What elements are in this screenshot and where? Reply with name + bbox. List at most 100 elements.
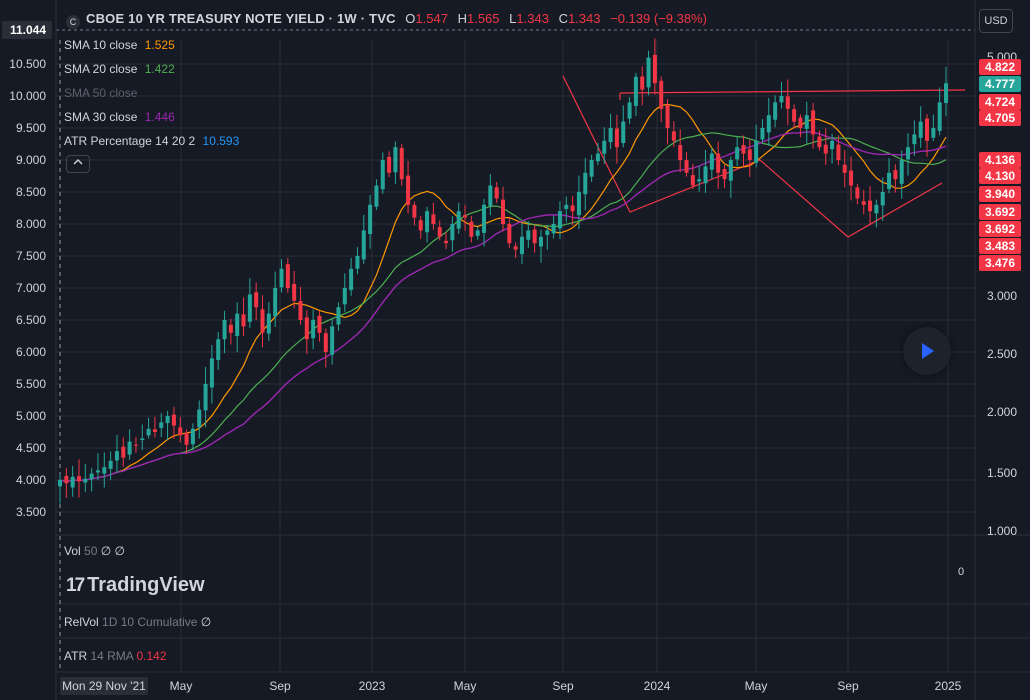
candle-body <box>659 80 664 109</box>
candle-body <box>766 115 771 133</box>
candle-body <box>684 160 689 173</box>
candle-body <box>469 221 474 237</box>
candle-body <box>912 134 917 145</box>
candle-body <box>830 140 835 150</box>
candle-body <box>336 307 341 325</box>
candle-body <box>361 230 366 260</box>
candle-body <box>406 175 411 205</box>
candle-body <box>102 467 107 474</box>
legend-item-2[interactable]: SMA 50 close <box>64 86 137 100</box>
candle-body <box>184 432 189 445</box>
watermark-text: TradingView <box>87 574 205 596</box>
candle-body <box>804 115 809 129</box>
candle-body <box>146 428 151 436</box>
candle-body <box>178 427 183 436</box>
candle-body <box>785 96 790 109</box>
legend-item-4[interactable]: ATR Percentage 14 20 2 10.593 <box>64 134 239 148</box>
candle-body <box>513 246 518 250</box>
candle-body <box>76 476 81 482</box>
left-axis-tick: 9.000 <box>16 153 46 167</box>
candle-body <box>811 110 816 135</box>
candle-body <box>165 416 170 424</box>
candle-body <box>330 326 335 355</box>
relvol-pane-label[interactable]: RelVol 1D 10 Cumulative ∅ <box>64 615 211 629</box>
candle-body <box>431 214 436 224</box>
price-label: 4.777 <box>985 77 1015 91</box>
atr-pane-label[interactable]: ATR 14 RMA 0.142 <box>64 649 167 663</box>
candle-body <box>444 240 449 244</box>
symbol-title[interactable]: CBOE 10 YR TREASURY NOTE YIELD · 1W · TV… <box>86 11 396 26</box>
candle-body <box>501 199 505 224</box>
candle-body <box>570 205 575 212</box>
candle-body <box>792 109 797 122</box>
candle-body <box>83 478 88 483</box>
collapse-legend-button[interactable] <box>66 155 90 173</box>
legend-item-0[interactable]: SMA 10 close 1.525 <box>64 38 175 52</box>
legend-name: SMA 20 close <box>64 62 138 76</box>
candle-body <box>899 160 904 184</box>
vol-label: Vol <box>64 544 81 558</box>
symbol-header[interactable]: C CBOE 10 YR TREASURY NOTE YIELD · 1W · T… <box>66 11 707 29</box>
x-axis-label: Sep <box>552 679 574 693</box>
relvol-params: 1D 10 Cumulative <box>102 615 198 629</box>
candle-body <box>140 438 145 441</box>
candle-body <box>70 476 75 488</box>
close-label: C <box>558 11 568 26</box>
candle-body <box>425 211 430 233</box>
candle-body <box>323 333 328 352</box>
chevron-up-icon <box>73 159 83 165</box>
candle-body <box>823 144 828 154</box>
open-label: O <box>405 11 416 26</box>
candle-body <box>317 315 322 333</box>
price-label: 4.130 <box>985 169 1015 183</box>
candle-body <box>228 324 233 333</box>
price-label: 3.476 <box>985 256 1015 270</box>
atr-params: 14 RMA <box>90 649 134 663</box>
candle-body <box>728 160 733 181</box>
candle-body <box>697 179 702 182</box>
candle-body <box>576 192 581 216</box>
right-axis-tick: 2.500 <box>987 347 1017 361</box>
left-axis-tick: 10.000 <box>9 89 46 103</box>
open-value: 1.547 <box>415 11 448 26</box>
price-label-bg <box>979 59 1021 75</box>
currency-button[interactable]: USD <box>979 9 1013 33</box>
candle-body <box>235 313 240 337</box>
legend-item-3[interactable]: SMA 30 close 1.446 <box>64 110 175 124</box>
price-label-bg <box>979 110 1021 126</box>
left-axis-tick: 8.500 <box>16 185 46 199</box>
candle-body <box>545 230 550 235</box>
legend-name: SMA 30 close <box>64 110 138 124</box>
candle-body <box>798 117 803 128</box>
candle-body <box>222 320 227 340</box>
left-axis-tick: 7.500 <box>16 249 46 263</box>
atr-label: ATR <box>64 649 88 663</box>
candle-body <box>247 294 252 322</box>
left-axis-tick: 4.500 <box>16 441 46 455</box>
legend-name: SMA 50 close <box>64 86 138 100</box>
candle-body <box>583 172 588 195</box>
legend-item-1[interactable]: SMA 20 close 1.422 <box>64 62 175 76</box>
right-axis-tick: 1.500 <box>987 466 1017 480</box>
candle-body <box>614 128 619 148</box>
vol-pane-label[interactable]: Vol 50 ∅ ∅ <box>64 544 125 558</box>
low-value: 1.343 <box>516 11 549 26</box>
candle-body <box>463 215 468 218</box>
left-axis-tick: 5.500 <box>16 377 46 391</box>
candle-body <box>209 358 214 388</box>
candle-body <box>602 140 607 154</box>
candle-body <box>722 169 727 180</box>
candle-body <box>241 314 246 327</box>
right-axis-tick: 1.000 <box>987 524 1017 538</box>
candle-body <box>608 128 613 143</box>
candle-body <box>671 131 676 141</box>
candle-body <box>298 301 303 320</box>
replay-play-button[interactable] <box>903 327 951 375</box>
candle-body <box>488 185 493 206</box>
legend-value: 1.422 <box>141 62 175 76</box>
candle-body <box>703 166 708 184</box>
candle-body <box>279 268 284 288</box>
candle-body <box>906 147 911 160</box>
candle-body <box>190 428 195 445</box>
